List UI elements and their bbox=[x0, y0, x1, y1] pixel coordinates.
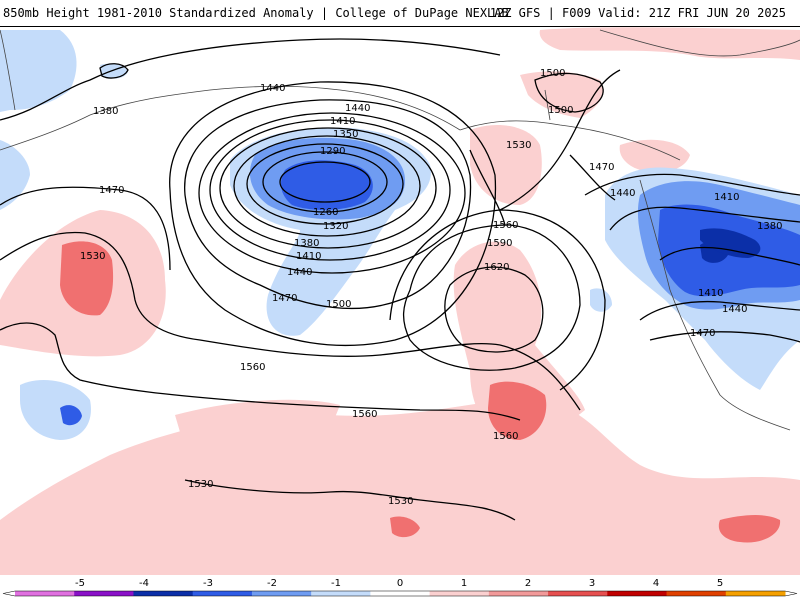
anomaly-shading bbox=[0, 27, 800, 575]
legend-tick-label: 3 bbox=[589, 578, 595, 589]
contour-label: 1590 bbox=[487, 238, 512, 249]
legend-color-swatch bbox=[548, 591, 608, 596]
anomaly-map: 1440 1440 1410 1350 1290 1260 1320 1380 … bbox=[0, 27, 800, 575]
contour-label: 1440 bbox=[260, 83, 285, 94]
contour-label: 1500 bbox=[548, 105, 573, 116]
legend-tick-label: 4 bbox=[653, 578, 659, 589]
model-run-info: 12Z GFS | F009 Valid: 21Z FRI JUN 20 202… bbox=[489, 6, 786, 20]
legend-tick-label: 5 bbox=[717, 578, 723, 589]
map-title: 850mb Height 1981-2010 Standardized Anom… bbox=[3, 6, 509, 20]
legend-outline bbox=[2, 590, 798, 597]
contour-label: 1560 bbox=[352, 409, 377, 420]
legend-color-swatch bbox=[370, 591, 431, 596]
legend-color-swatch bbox=[666, 591, 727, 596]
legend-color-swatch bbox=[251, 591, 312, 596]
contour-label: 1560 bbox=[493, 431, 518, 442]
legend-color-swatch bbox=[725, 591, 786, 596]
legend-ticks: -5 -4 -3 -2 -1 0 1 2 3 4 5 bbox=[75, 578, 723, 589]
contour-label: 1440 bbox=[610, 188, 635, 199]
color-legend: -5 -4 -3 -2 -1 0 1 2 3 4 5 bbox=[0, 575, 800, 600]
legend-tick-label: 1 bbox=[461, 578, 467, 589]
legend-color-swatch bbox=[133, 591, 194, 596]
legend-color-swatch bbox=[311, 591, 371, 596]
contour-label: 1470 bbox=[589, 162, 614, 173]
legend-tick-label: -4 bbox=[139, 578, 149, 589]
contour-label: 1440 bbox=[287, 267, 312, 278]
contour-label: 1530 bbox=[188, 479, 213, 490]
contour-labels: 1440 1440 1410 1350 1290 1260 1320 1380 … bbox=[80, 68, 782, 507]
contour-label: 1320 bbox=[323, 221, 348, 232]
legend-color-swatch bbox=[488, 591, 549, 596]
contour-label: 1470 bbox=[272, 293, 297, 304]
contour-label: 1530 bbox=[388, 496, 413, 507]
contour-label: 1500 bbox=[540, 68, 565, 79]
contour-label: 1620 bbox=[484, 262, 509, 273]
legend-tick-label: -3 bbox=[203, 578, 213, 589]
contour-label: 1410 bbox=[698, 288, 723, 299]
contour-label: 1410 bbox=[330, 116, 355, 127]
contour-label: 1500 bbox=[326, 299, 351, 310]
height-contours bbox=[0, 38, 800, 521]
legend-tick-label: -2 bbox=[267, 578, 277, 589]
contour-label: 1380 bbox=[757, 221, 782, 232]
contour-label: 1530 bbox=[506, 140, 531, 151]
legend-colorbar bbox=[2, 590, 798, 597]
contour-label: 1410 bbox=[714, 192, 739, 203]
contour-label: 1470 bbox=[99, 185, 124, 196]
legend-tick-label: -5 bbox=[75, 578, 85, 589]
legend-tick-label: -1 bbox=[331, 578, 341, 589]
contour-label: 1530 bbox=[80, 251, 105, 262]
coastlines bbox=[0, 29, 800, 431]
contour-label: 1410 bbox=[296, 251, 321, 262]
contour-label: 1260 bbox=[313, 207, 338, 218]
contour-label: 1440 bbox=[722, 304, 747, 315]
legend-color-swatch bbox=[607, 591, 668, 596]
contour-label: 1380 bbox=[93, 106, 118, 117]
legend-color-swatch bbox=[429, 591, 490, 596]
map-header: 850mb Height 1981-2010 Standardized Anom… bbox=[0, 0, 800, 27]
contour-label: 1380 bbox=[294, 238, 319, 249]
contour-label: 1350 bbox=[333, 129, 358, 140]
contour-label: 1560 bbox=[240, 362, 265, 373]
contour-label: 1290 bbox=[320, 146, 345, 157]
contour-label: 1560 bbox=[493, 220, 518, 231]
legend-tick-label: 2 bbox=[525, 578, 531, 589]
legend-color-swatch bbox=[15, 591, 75, 596]
legend-color-swatch bbox=[74, 591, 134, 596]
legend-tick-label: 0 bbox=[397, 578, 403, 589]
contour-label: 1470 bbox=[690, 328, 715, 339]
legend-color-swatch bbox=[192, 591, 253, 596]
contour-label: 1440 bbox=[345, 103, 370, 114]
